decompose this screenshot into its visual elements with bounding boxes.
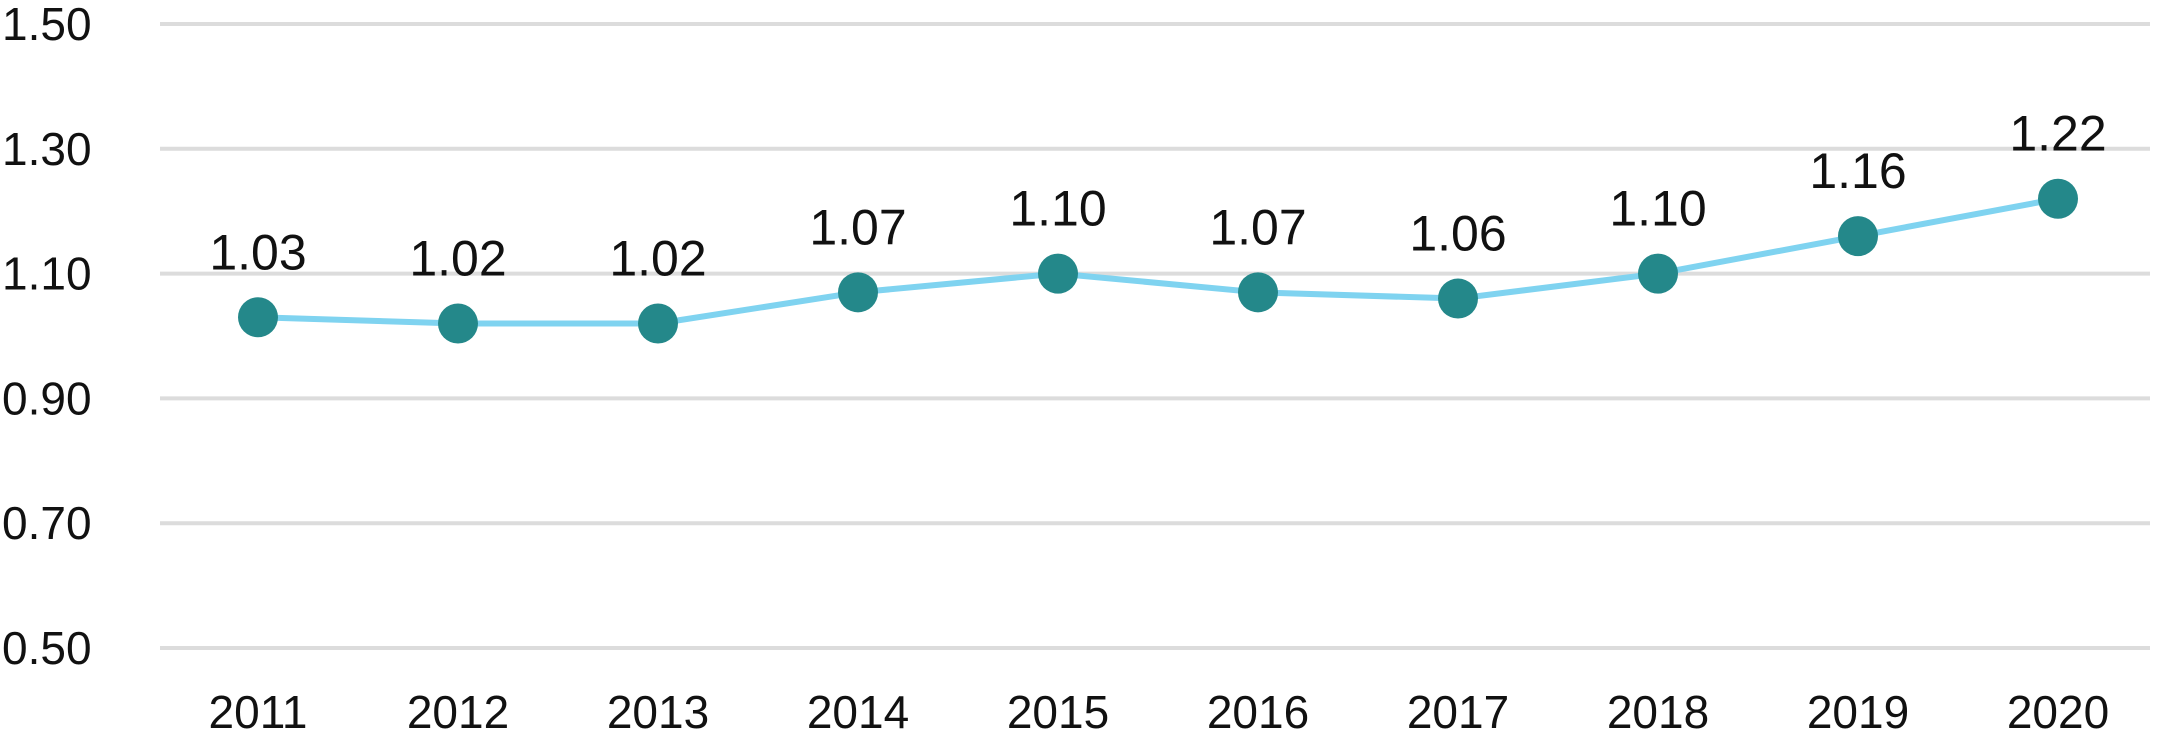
data-point	[1038, 253, 1078, 294]
data-label: 1.06	[1409, 206, 1506, 262]
x-tick-label: 2011	[209, 686, 308, 738]
data-label: 1.02	[609, 231, 706, 287]
y-tick-label: 1.30	[2, 123, 92, 175]
series-line	[257, 195, 2059, 327]
x-tick-label: 2018	[1607, 686, 1709, 738]
data-point	[1438, 278, 1478, 319]
data-label: 1.03	[209, 224, 306, 280]
series-markers	[238, 178, 2078, 344]
data-label: 1.10	[1609, 181, 1706, 237]
data-point	[1838, 216, 1878, 257]
data-point	[1638, 253, 1678, 294]
data-point	[2038, 178, 2078, 219]
y-tick-label: 1.50	[2, 0, 92, 50]
data-label: 1.10	[1009, 181, 1106, 237]
data-label: 1.16	[1809, 143, 1906, 199]
series-line-path	[257, 195, 2059, 327]
x-tick-label: 2015	[1007, 686, 1109, 738]
data-labels: 1.03 1.02 1.02 1.07 1.10 1.07 1.06 1.10 1.16 1.22	[209, 106, 2106, 287]
y-axis-ticks: 0.50 0.70 0.90 1.10 1.30 1.50	[2, 0, 92, 674]
data-point	[638, 303, 678, 344]
y-tick-label: 1.10	[2, 248, 92, 300]
y-tick-label: 0.50	[2, 622, 92, 674]
data-point	[438, 303, 478, 344]
data-point	[838, 272, 878, 313]
x-tick-label: 2019	[1807, 686, 1909, 738]
gridlines	[160, 22, 2150, 650]
y-tick-label: 0.90	[2, 372, 92, 424]
x-tick-label: 2017	[1407, 686, 1509, 738]
data-label: 1.07	[1209, 199, 1306, 255]
x-tick-label: 2012	[407, 686, 509, 738]
x-tick-label: 2014	[807, 686, 909, 738]
x-tick-label: 2013	[607, 686, 709, 738]
y-tick-label: 0.70	[2, 497, 92, 549]
data-label: 1.02	[409, 231, 506, 287]
x-tick-label: 2020	[2007, 686, 2109, 738]
data-label: 1.22	[2009, 106, 2106, 162]
data-point	[1238, 272, 1278, 313]
x-axis-ticks: 2011 2012 2013 2014 2015 2016 2017 2018 2019 2020	[209, 686, 2110, 738]
data-label: 1.07	[809, 199, 906, 255]
data-point	[238, 297, 278, 338]
x-tick-label: 2016	[1207, 686, 1309, 738]
